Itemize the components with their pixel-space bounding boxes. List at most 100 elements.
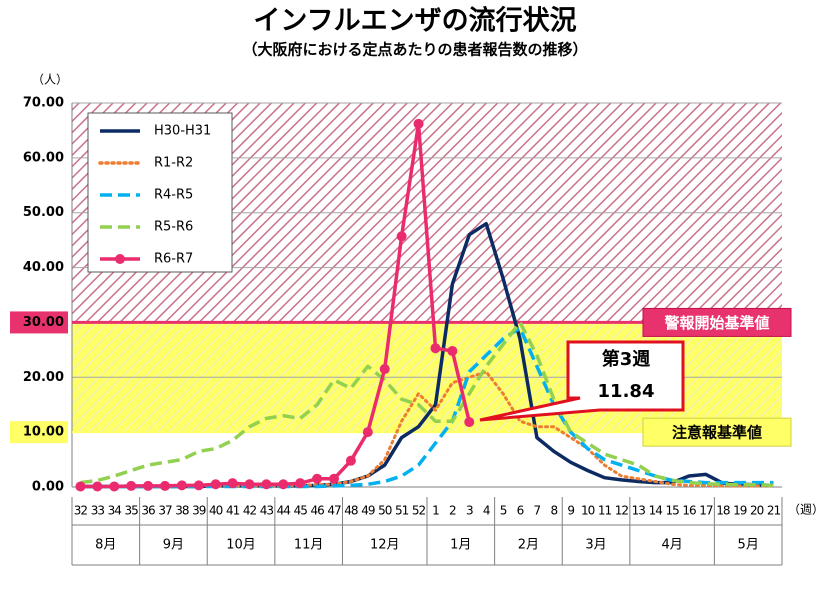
series-marker xyxy=(413,118,424,129)
series-marker xyxy=(379,364,390,375)
x-tick-label: 51 xyxy=(395,504,409,518)
x-tick-label: 3 xyxy=(466,504,473,518)
month-label: 2月 xyxy=(518,538,539,553)
x-tick-label: 11 xyxy=(598,504,612,518)
y-tick-highlight xyxy=(10,421,68,444)
y-unit: （人） xyxy=(32,73,68,87)
x-tick-label: 8 xyxy=(550,504,557,518)
y-tick-label: 20.00 xyxy=(23,370,64,385)
series-marker xyxy=(396,231,407,242)
series-line xyxy=(80,320,774,488)
month-label: 10月 xyxy=(226,538,256,553)
y-tick-label: 60.00 xyxy=(23,150,64,165)
x-tick-label: 18 xyxy=(716,504,730,518)
month-label: 11月 xyxy=(294,538,324,553)
chart-subtitle: （大阪府における定点あたりの患者報告数の推移） xyxy=(242,41,587,59)
legend-marker xyxy=(115,254,125,264)
x-tick-label: 6 xyxy=(517,504,524,518)
y-tick-label: 50.00 xyxy=(23,205,64,220)
x-tick-label: 16 xyxy=(682,504,696,518)
callout-box xyxy=(479,340,685,422)
x-tick-label: 17 xyxy=(699,504,713,518)
x-tick-label: 46 xyxy=(310,504,324,518)
x-tick-label: 13 xyxy=(632,504,646,518)
series-marker xyxy=(92,481,103,492)
month-label: 5月 xyxy=(738,538,759,553)
series-marker xyxy=(447,345,458,356)
callout-text: 第3週 xyxy=(602,348,651,370)
x-tick-label: 39 xyxy=(192,504,206,518)
x-tick-label: 42 xyxy=(243,504,257,518)
x-tick-label: 38 xyxy=(175,504,189,518)
x-tick-label: 10 xyxy=(581,504,595,518)
month-label: 3月 xyxy=(585,538,606,553)
x-tick-label: 4 xyxy=(483,504,490,518)
legend-label: R1-R2 xyxy=(154,156,193,171)
x-tick-label: 33 xyxy=(91,504,105,518)
series-marker xyxy=(295,478,306,489)
x-tick-label: 37 xyxy=(158,504,172,518)
series-marker xyxy=(312,473,323,484)
legend-label: R5-R6 xyxy=(154,220,193,235)
threshold-label: 警報開始基準値 xyxy=(663,314,769,332)
callout-text: 11.84 xyxy=(598,381,655,402)
y-tick-label: 30.00 xyxy=(23,315,64,330)
x-tick-label: 14 xyxy=(649,504,663,518)
threshold-label-box xyxy=(642,307,792,337)
x-tick-label: 45 xyxy=(294,504,308,518)
x-tick-label: 19 xyxy=(733,504,747,518)
month-label: 1月 xyxy=(450,538,471,553)
month-label: 9月 xyxy=(163,538,184,553)
threshold-label-box xyxy=(642,417,792,447)
x-tick-label: 20 xyxy=(750,504,764,518)
x-tick-label: 50 xyxy=(378,504,392,518)
x-tick-label: 48 xyxy=(344,504,358,518)
x-tick-label: 9 xyxy=(567,504,574,518)
series-marker xyxy=(75,481,86,492)
series-marker xyxy=(430,343,441,354)
month-label: 8月 xyxy=(95,538,116,553)
x-tick-label: 7 xyxy=(534,504,541,518)
legend-box xyxy=(87,112,233,273)
x-tick-label: 41 xyxy=(226,504,240,518)
series-marker xyxy=(126,480,137,491)
x-tick-label: 52 xyxy=(412,504,426,518)
y-tick-highlight xyxy=(10,311,68,334)
legend-label: R4-R5 xyxy=(154,188,193,203)
x-tick-label: 34 xyxy=(108,504,122,518)
x-tick-label: 12 xyxy=(615,504,629,518)
series-marker xyxy=(278,479,289,490)
x-tick-label: 40 xyxy=(209,504,223,518)
series-marker xyxy=(227,478,238,489)
legend-label: H30-H31 xyxy=(154,124,211,139)
series-marker xyxy=(244,479,255,490)
legend-label: R6-R7 xyxy=(154,252,193,267)
threshold-label: 注意報基準値 xyxy=(672,424,762,442)
chart-title: インフルエンザの流行状況 xyxy=(253,5,576,37)
x-tick-label: 2 xyxy=(449,504,456,518)
x-tick-label: 15 xyxy=(665,504,679,518)
x-tick-label: 47 xyxy=(327,504,341,518)
series-marker xyxy=(261,479,272,490)
x-tick-label: 49 xyxy=(361,504,375,518)
y-tick-label: 40.00 xyxy=(23,260,64,275)
series-marker xyxy=(464,417,475,428)
x-tick-label: 32 xyxy=(74,504,88,518)
x-tick-label: 43 xyxy=(260,504,274,518)
x-tick-label: 36 xyxy=(141,504,155,518)
y-tick-label: 70.00 xyxy=(23,96,64,111)
series-marker xyxy=(109,481,120,492)
x-tick-label: 1 xyxy=(432,504,439,518)
x-unit: （週） xyxy=(788,503,824,517)
y-tick-label: 0.00 xyxy=(32,480,64,495)
series-marker xyxy=(362,427,373,438)
series-marker xyxy=(193,480,204,491)
x-tick-label: 44 xyxy=(277,504,291,518)
series-marker xyxy=(329,473,340,484)
month-label: 12月 xyxy=(370,538,400,553)
series-marker xyxy=(143,480,154,491)
x-tick-label: 21 xyxy=(767,504,781,518)
x-tick-label: 5 xyxy=(500,504,507,518)
series-marker xyxy=(176,480,187,491)
